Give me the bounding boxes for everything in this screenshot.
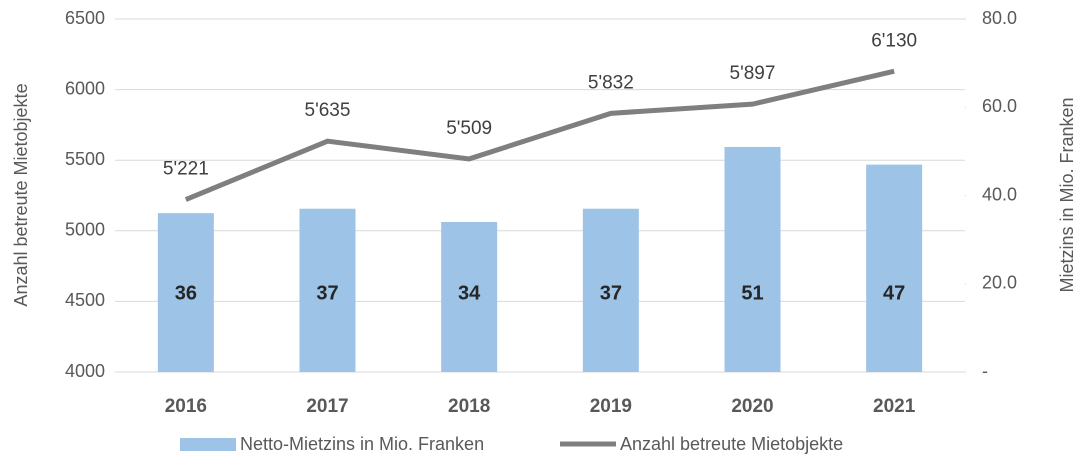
bar (299, 208, 356, 372)
x-tick-label: 2018 (448, 396, 490, 417)
legend-label: Netto-Mietzins in Mio. Franken (240, 434, 484, 454)
bar-label: 37 (600, 282, 622, 304)
legend-swatch (180, 438, 236, 451)
y-tick-label: 5000 (65, 220, 105, 240)
y2-axis-label: Mietzins in Mio. Franken (1057, 97, 1077, 292)
x-tick-label: 2017 (306, 396, 348, 417)
bar (157, 213, 214, 372)
y-tick-label: 4500 (65, 290, 105, 310)
bar (866, 164, 923, 372)
x-tick-label: 2021 (873, 396, 916, 417)
y-tick-label: 5500 (65, 149, 105, 169)
line-label: 5'832 (588, 72, 634, 93)
bar (582, 208, 639, 372)
line-label: 5'897 (730, 63, 776, 84)
y-tick-label: 6500 (65, 8, 105, 28)
y2-tick-label: 40.0 (982, 184, 1017, 204)
line (184, 68, 895, 202)
y2-tick-label: 60.0 (982, 96, 1017, 116)
y-axis-label: Anzahl betreute Mietobjekte (11, 83, 31, 306)
x-tick-label: 2019 (590, 396, 632, 417)
y2-tick-label: 20.0 (982, 273, 1017, 293)
line-label: 5'509 (446, 118, 492, 139)
bar-label: 34 (458, 282, 481, 304)
bar (441, 221, 498, 372)
y2-tick-label: 80.0 (982, 8, 1017, 28)
line-label: 6'130 (871, 30, 917, 51)
legend-label: Anzahl betreute Mietobjekte (620, 434, 843, 454)
bar (724, 146, 781, 372)
bar-label: 51 (741, 282, 763, 304)
y2-tick-label: - (982, 361, 988, 381)
x-tick-label: 2016 (165, 396, 207, 417)
x-tick-label: 2020 (731, 396, 773, 417)
y-tick-label: 6000 (65, 78, 105, 98)
y-tick-label: 4000 (65, 361, 105, 381)
bar-label: 47 (883, 282, 905, 304)
bar-label: 37 (316, 282, 338, 304)
line-label: 5'635 (305, 100, 351, 121)
bar-label: 36 (175, 282, 197, 304)
line-label: 5'221 (163, 159, 209, 180)
